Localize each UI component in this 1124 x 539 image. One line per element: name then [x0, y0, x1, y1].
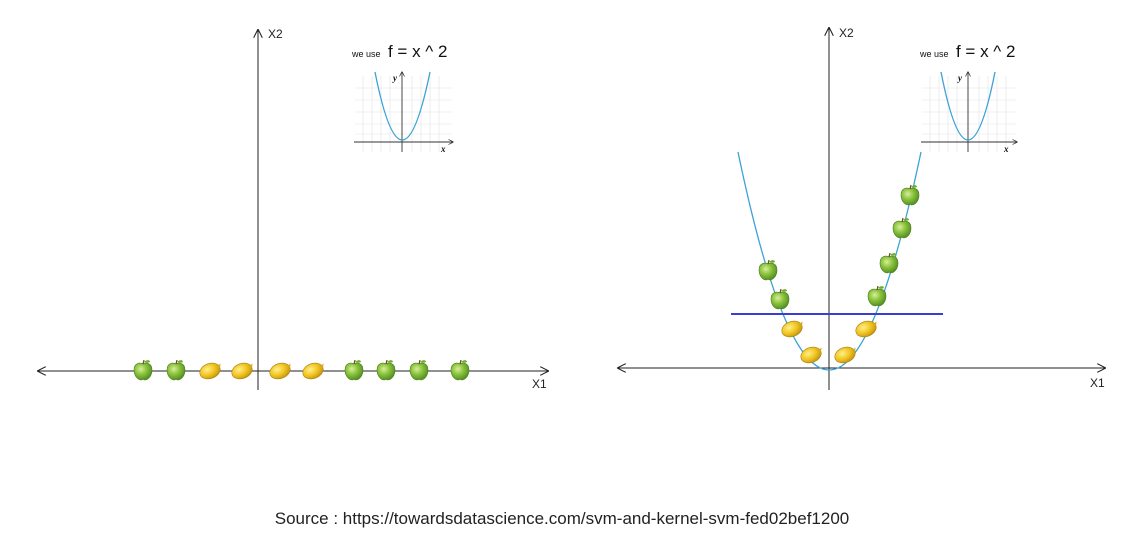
- right-lemon-4: [832, 343, 860, 367]
- source-caption: Source : https://towardsdatascience.com/…: [274, 509, 850, 528]
- right-lemon-2: [779, 317, 807, 341]
- left-function-label: we use f = x ^ 2: [351, 42, 447, 61]
- svg-text:x: x: [1003, 144, 1009, 154]
- right-apple-9: [900, 184, 920, 206]
- svg-text:x: x: [440, 144, 446, 154]
- left-apple-9: [450, 359, 470, 381]
- right-x-axis-label: X1: [1090, 376, 1105, 390]
- left-panel: X1 X2 we use f = x ^ 2 x y: [38, 27, 548, 391]
- right-fruit-curve: [758, 184, 920, 367]
- right-function-label: we use f = x ^ 2: [919, 42, 1015, 61]
- left-apple-6: [344, 359, 364, 381]
- svg-text:y: y: [392, 73, 398, 83]
- left-apple-1: [166, 359, 186, 381]
- left-parabola-inset: x y: [354, 72, 453, 154]
- right-panel: X1 X2 we use f = x ^ 2 x y: [618, 26, 1105, 390]
- svg-text:y: y: [957, 73, 963, 83]
- right-apple-6: [867, 285, 887, 307]
- right-y-axis-label: X2: [839, 26, 854, 40]
- left-lemon-2: [197, 359, 225, 383]
- right-lemon-3: [798, 343, 826, 367]
- right-apple-0: [758, 259, 778, 281]
- left-lemon-4: [267, 359, 295, 383]
- left-apple-0: [133, 359, 153, 381]
- left-apple-8: [409, 359, 429, 381]
- right-lemon-5: [853, 317, 881, 341]
- left-y-axis-label: X2: [268, 27, 283, 41]
- right-apple-8: [892, 217, 912, 239]
- left-x-axis-label: X1: [532, 377, 547, 391]
- left-apple-7: [376, 359, 396, 381]
- right-parabola-inset: x y: [921, 72, 1017, 154]
- left-lemon-5: [300, 359, 328, 383]
- left-lemon-3: [229, 359, 257, 383]
